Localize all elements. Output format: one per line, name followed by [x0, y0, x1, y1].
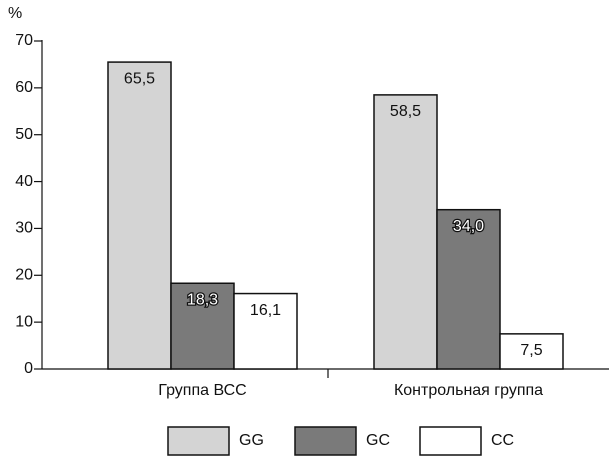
legend-label: CC: [491, 432, 514, 449]
value-label: 34,0: [453, 218, 484, 235]
y-tick-label: 50: [15, 126, 33, 143]
x-tick-label: Группа ВСС: [158, 382, 246, 399]
bar: [436, 208, 501, 370]
legend-swatch: [167, 426, 230, 456]
y-tick-label: 30: [15, 220, 33, 237]
y-tick-label: 40: [15, 173, 33, 190]
value-label: 16,1: [250, 302, 281, 319]
legend-swatch: [419, 426, 482, 456]
bar: [373, 94, 438, 370]
y-tick-label: 60: [15, 79, 33, 96]
y-axis-label: %: [8, 5, 22, 22]
y-tick-label: 20: [15, 267, 33, 284]
legend-label: GG: [239, 432, 264, 449]
value-label: 58,5: [390, 103, 421, 120]
value-label: 7,5: [520, 342, 542, 359]
y-tick-label: 70: [15, 32, 33, 49]
legend-swatch: [294, 426, 357, 456]
x-tick-label: Контрольная группа: [394, 382, 543, 399]
legend-label: GC: [366, 432, 390, 449]
bar: [499, 333, 564, 370]
y-tick-label: 10: [15, 313, 33, 330]
value-label: 18,3: [187, 291, 218, 308]
bar: [170, 282, 235, 370]
value-label: 65,5: [124, 70, 155, 87]
bar: [107, 61, 172, 370]
bar: [233, 292, 298, 370]
y-tick-label: 0: [24, 360, 33, 377]
